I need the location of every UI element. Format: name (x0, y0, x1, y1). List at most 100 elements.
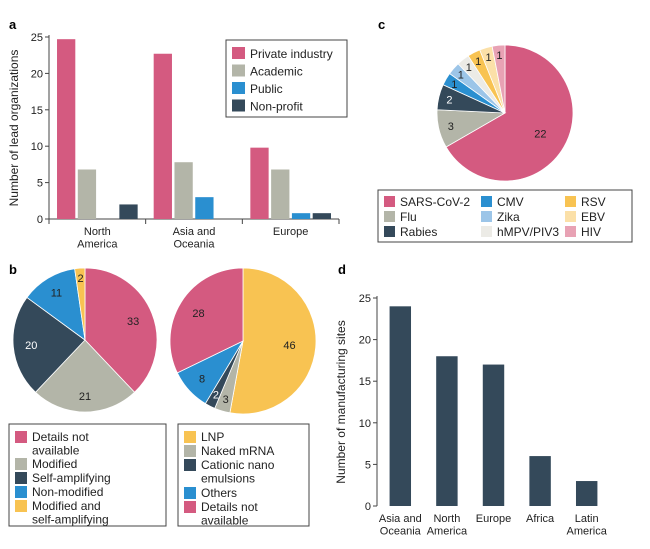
y-tick-label: 15 (359, 376, 371, 388)
legend-swatch (15, 458, 27, 470)
pie-slice-value-label: 28 (192, 308, 204, 320)
legend-swatch (384, 211, 395, 222)
panel-a-legend: Private industry Academic Public Non-profit (225, 39, 348, 118)
legend-label-line: available (201, 513, 249, 527)
pie-slice-value-label: 46 (283, 340, 295, 352)
pie-slice (169, 267, 244, 374)
legend-label-line: Details not (201, 500, 258, 514)
y-tick-label: 20 (359, 335, 371, 347)
bar (529, 456, 551, 506)
legend-label: Cationic nano emulsions (201, 458, 275, 485)
y-tick-label: 0 (365, 501, 371, 513)
legend-swatch (565, 211, 576, 222)
bar (57, 39, 76, 220)
y-axis-title: Number of manufacturing sites (334, 320, 348, 483)
legend-label-line: available (32, 443, 80, 457)
y-tick-label: 10 (359, 418, 371, 430)
pie-slice-value-label: 33 (127, 316, 139, 328)
pie-slice-value-label: 2 (77, 273, 83, 285)
x-tick-label: North America (427, 513, 468, 537)
x-tick-label-line: Oceania (380, 525, 422, 537)
legend-label: CMV (497, 195, 524, 209)
x-tick-label-line: Asia and (379, 513, 422, 525)
legend-swatch (184, 501, 196, 513)
panel-b-legend-left: Details not availableModifiedSelf-amplify… (8, 423, 167, 527)
legend-swatch (184, 431, 196, 443)
bar (250, 147, 269, 219)
x-tick-label-line: Asia and (173, 226, 216, 238)
pie-slice-value-label: 3 (223, 394, 229, 406)
pie-slice-value-label: 3 (448, 121, 454, 133)
pie-slice-value-label: 8 (199, 373, 205, 385)
legend-swatch (232, 82, 245, 94)
panel-a-bar-chart: 0 5 10 15 20 25 Number of lead organizations No… (7, 32, 348, 250)
bar (153, 53, 172, 219)
bar (291, 213, 311, 219)
pie-slice (445, 44, 574, 182)
legend-label: Modified (32, 457, 77, 471)
legend-label: hMPV/PIV3 (497, 225, 559, 239)
legend-swatch (15, 500, 27, 512)
y-tick-label: 25 (359, 293, 371, 305)
y-tick-label: 15 (31, 105, 43, 117)
bar (119, 204, 138, 219)
legend-label: Zika (497, 210, 520, 224)
legend-swatch (15, 486, 27, 498)
legend-label: SARS-CoV-2 (400, 195, 470, 209)
legend-swatch (481, 196, 492, 207)
legend-swatch (184, 445, 196, 457)
y-tick-label: 5 (37, 178, 43, 190)
legend-label: Public (250, 82, 283, 96)
bar (312, 213, 331, 219)
y-tick-label: 10 (31, 141, 43, 153)
legend-swatch (15, 431, 27, 443)
x-tick-label: North America (77, 226, 118, 250)
legend-swatch (481, 211, 492, 222)
pie-slice-value-label: 20 (25, 340, 37, 352)
y-tick-label: 20 (31, 68, 43, 80)
bar (575, 481, 598, 506)
legend-label: Private industry (250, 47, 333, 61)
legend-label: Self-amplifying (32, 471, 111, 485)
legend-border (177, 423, 310, 527)
bar (389, 306, 412, 506)
x-tick-label: Europe (273, 226, 308, 238)
legend-swatch (384, 226, 395, 237)
legend-swatch (232, 99, 245, 112)
x-tick-label: Africa (526, 513, 555, 525)
pie-slice-value-label: 1 (475, 56, 481, 68)
pie-slice (84, 267, 158, 393)
legend-swatch (184, 487, 196, 499)
x-tick-label-line: America (427, 525, 468, 537)
x-tick-label-line: Oceania (174, 238, 216, 250)
legend-label: Non-modified (32, 485, 103, 499)
legend-label: Details not available (201, 500, 258, 527)
bar (436, 356, 458, 506)
legend-label: EBV (581, 210, 605, 224)
bar (195, 197, 214, 219)
legend-label: Details not available (32, 430, 89, 457)
panel-label-d: d (338, 262, 346, 277)
panel-b-pie-chart-left: 33 21 20 11 2 Details not availableModifiedSel… (8, 267, 167, 527)
legend-label: Flu (400, 210, 417, 224)
x-tick-label-line: Latin (575, 513, 599, 525)
legend-label: Non-profit (250, 100, 303, 114)
pie-slice-value-label: 1 (496, 50, 502, 62)
legend-label: Academic (250, 65, 303, 79)
legend-swatch (384, 196, 395, 207)
legend-label: HIV (581, 225, 601, 239)
pie-slice (491, 44, 506, 114)
bar (174, 162, 193, 219)
y-tick-label: 0 (37, 214, 43, 226)
legend-swatch (232, 64, 245, 77)
legend-label-line: self-amplifying (32, 512, 109, 526)
x-tick-label: Latin America (567, 513, 608, 537)
x-tick-label: Asia and Oceania (173, 226, 216, 250)
legend-label: Modified and self-amplifying (32, 499, 109, 526)
pie-slice-value-label: 22 (534, 128, 546, 140)
legend-swatch (232, 47, 245, 59)
